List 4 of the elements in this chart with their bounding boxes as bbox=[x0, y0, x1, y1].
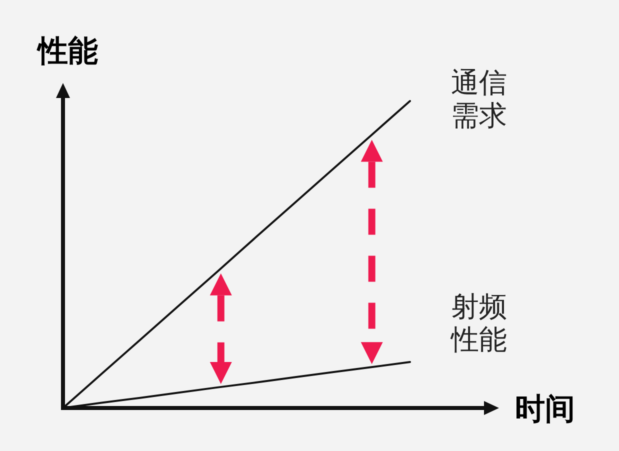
series-label: 通信需求 bbox=[451, 66, 507, 132]
series-label: 射频性能 bbox=[450, 290, 507, 356]
x-axis-title: 时间 bbox=[515, 392, 575, 427]
y-axis-title: 性能 bbox=[36, 34, 98, 69]
